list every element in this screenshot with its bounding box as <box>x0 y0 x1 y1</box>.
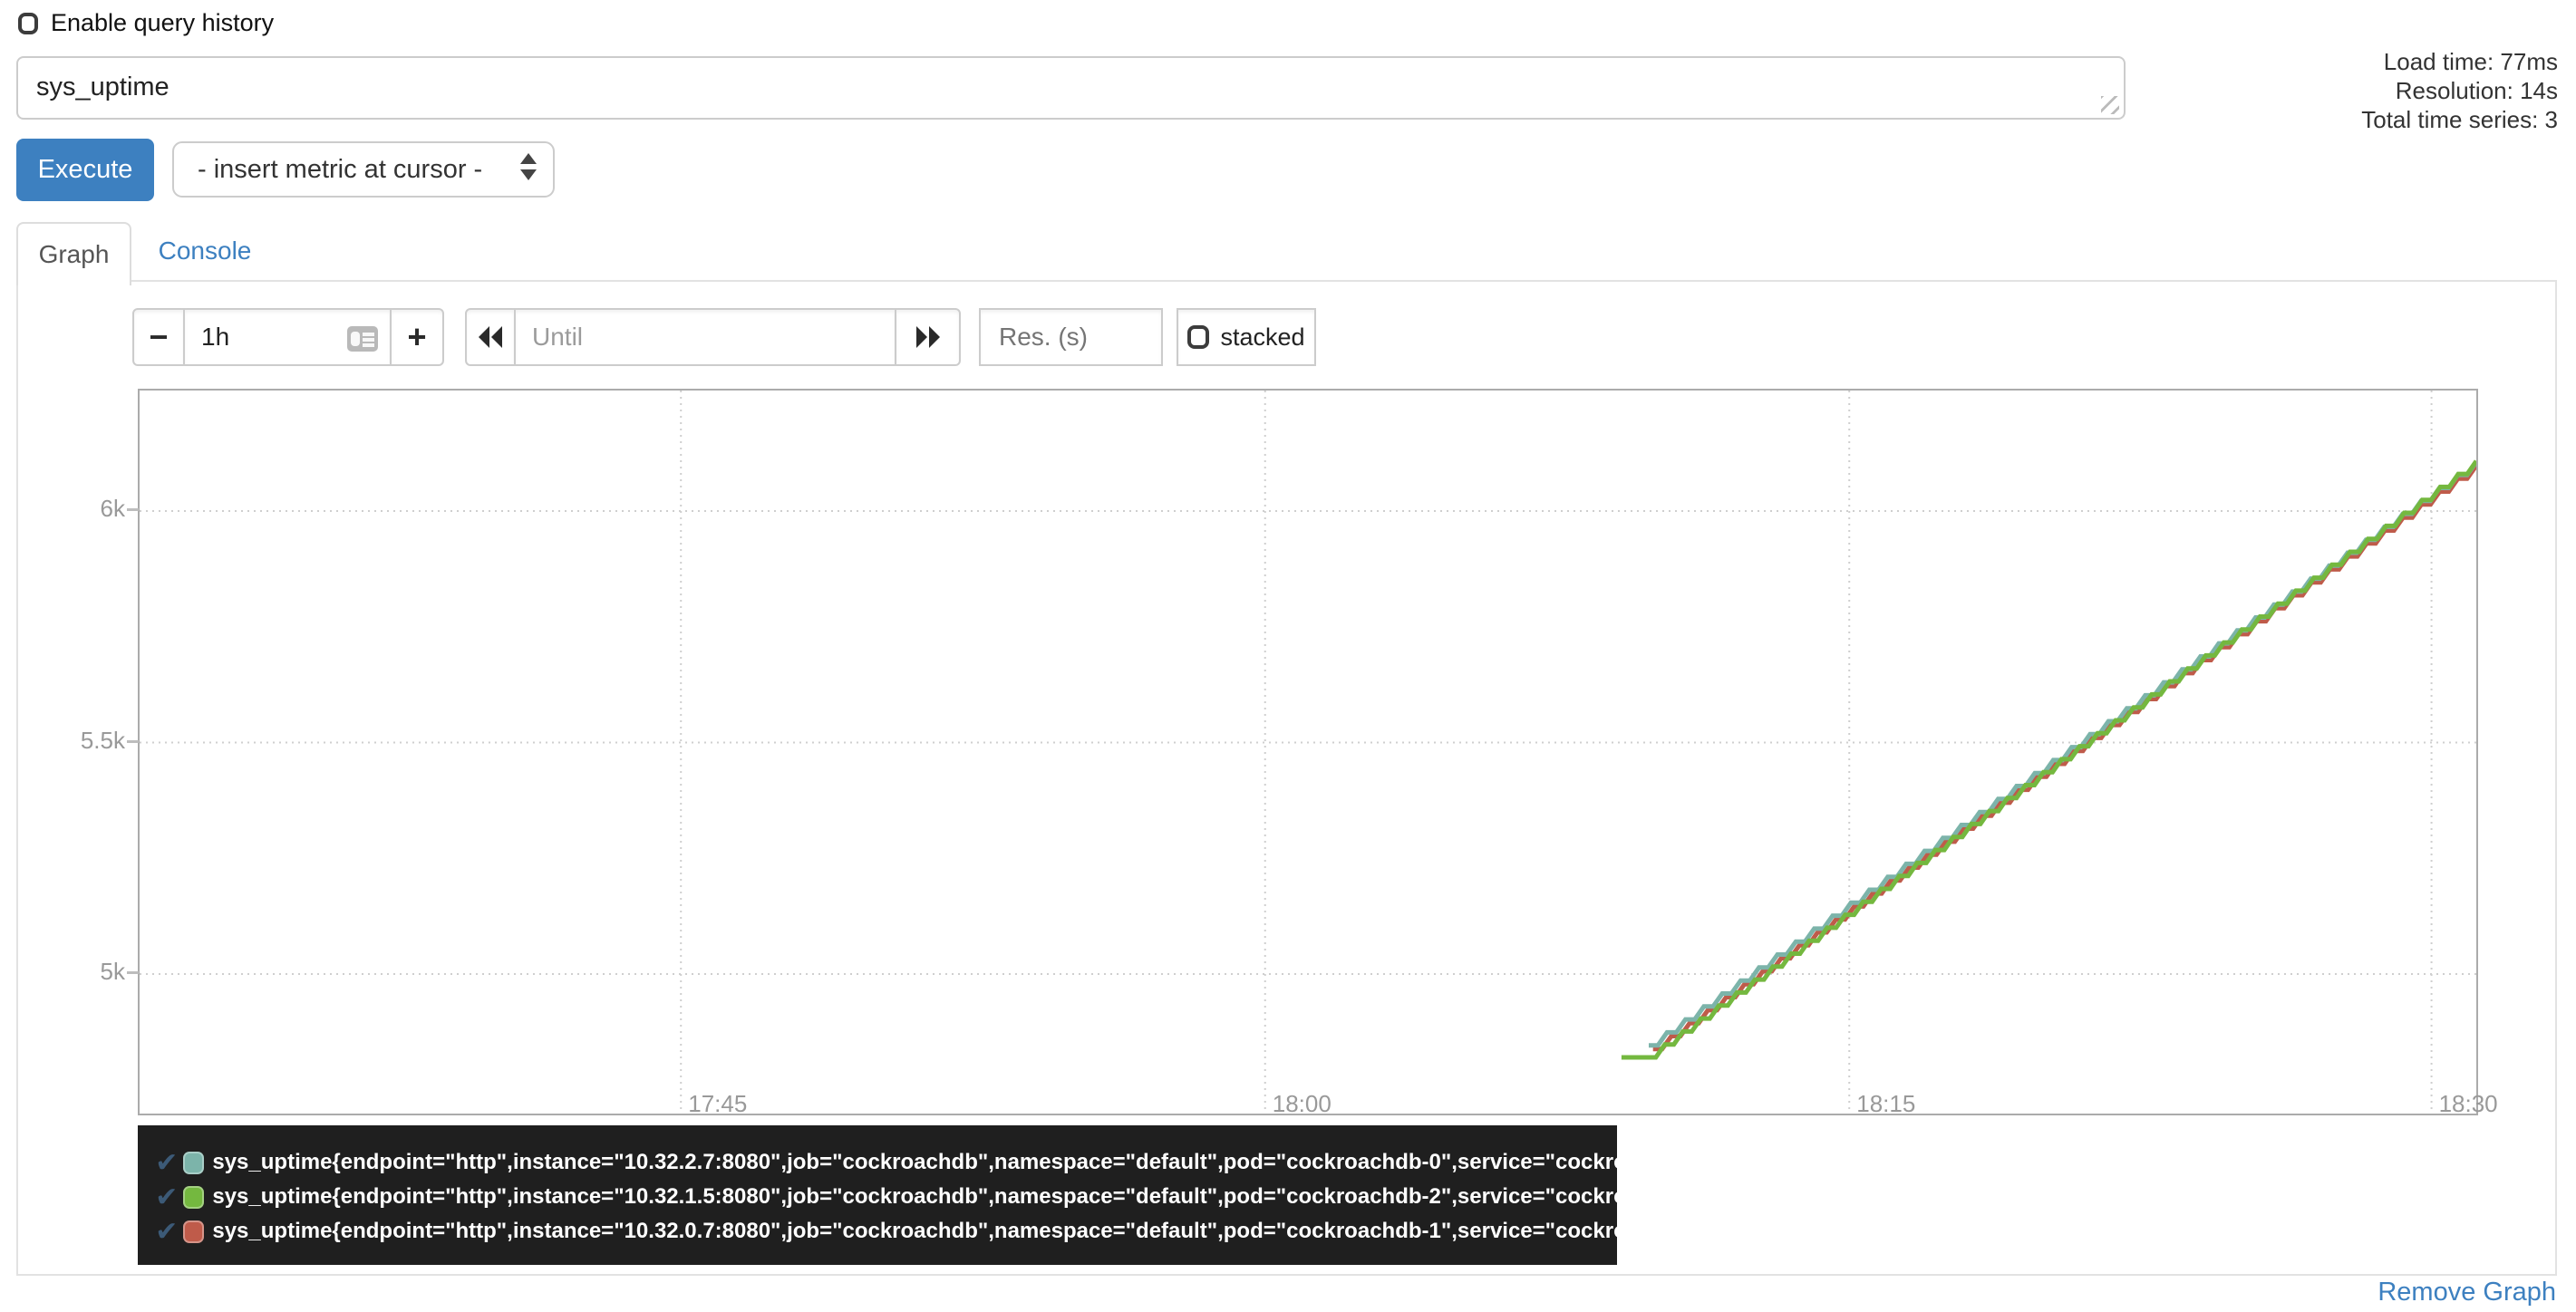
insert-metric-select-value: - insert metric at cursor - <box>198 154 483 184</box>
stacked-label: stacked <box>1220 323 1305 351</box>
legend-row[interactable]: ✔ sys_uptime{endpoint="http",instance="10… <box>150 1145 1617 1180</box>
total-time-series: Total time series: 3 <box>2361 106 2558 133</box>
tab-graph-label: Graph <box>38 240 110 268</box>
x-tick-label: 17:45 <box>688 1090 748 1117</box>
tab-graph[interactable]: Graph <box>16 222 131 285</box>
query-expression-input[interactable]: sys_uptime <box>16 56 2126 120</box>
x-tick-label: 18:15 <box>1856 1090 1916 1117</box>
legend-series-label[interactable]: sys_uptime{endpoint="http",instance="10.… <box>212 1184 1617 1209</box>
rewind-icon <box>479 326 502 348</box>
load-time: Load time: 77ms <box>2383 48 2558 75</box>
uptime-line-chart <box>140 391 2476 1114</box>
time-back-button[interactable] <box>465 308 516 366</box>
legend-color-swatch <box>182 1185 205 1209</box>
range-input-wrap <box>183 308 392 366</box>
legend-color-swatch <box>182 1151 205 1174</box>
time-forward-button[interactable] <box>895 308 961 366</box>
legend-check-icon[interactable]: ✔ <box>155 1182 179 1212</box>
until-input[interactable] <box>516 310 895 364</box>
plus-icon: + <box>407 318 427 355</box>
plot-area[interactable]: 17:45 18:00 18:15 18:30 <box>138 389 2498 1117</box>
x-tick-label: 18:30 <box>2438 1090 2498 1117</box>
series-line <box>1649 460 2476 1048</box>
legend-color-swatch <box>182 1220 205 1243</box>
insert-metric-select[interactable]: - insert metric at cursor - <box>172 141 555 198</box>
textarea-resize-grip[interactable] <box>2101 96 2119 114</box>
query-history-row: Enable query history <box>18 9 274 37</box>
range-zoom-out-button[interactable]: − <box>132 308 185 366</box>
range-zoom-in-button[interactable]: + <box>390 308 444 366</box>
legend-row[interactable]: ✔ sys_uptime{endpoint="http",instance="10… <box>150 1214 1617 1249</box>
y-tick-mark <box>127 739 139 743</box>
y-tick-label: 5k <box>100 958 125 985</box>
fast-forward-icon <box>915 326 940 348</box>
y-tick-mark <box>127 508 139 511</box>
legend-series-label[interactable]: sys_uptime{endpoint="http",instance="10.… <box>212 1219 1617 1243</box>
calendar-icon[interactable] <box>346 325 379 352</box>
series-line <box>1621 459 2476 1060</box>
stacked-toggle[interactable]: stacked <box>1177 308 1316 366</box>
legend-check-icon[interactable]: ✔ <box>155 1147 179 1178</box>
y-tick-label: 6k <box>100 495 125 522</box>
stacked-checkbox[interactable] <box>1187 325 1210 349</box>
graph-panel: − + <box>16 280 2557 1276</box>
tab-console[interactable]: Console <box>128 222 282 280</box>
legend-series-label[interactable]: sys_uptime{endpoint="http",instance="10.… <box>212 1150 1617 1174</box>
y-tick-mark <box>127 971 139 974</box>
tab-console-label: Console <box>158 236 252 265</box>
until-input-wrap <box>514 308 896 366</box>
query-history-checkbox[interactable] <box>18 12 38 34</box>
select-updown-icon <box>520 153 537 180</box>
x-tick-label: 18:00 <box>1272 1090 1332 1117</box>
remove-graph-link[interactable]: Remove Graph <box>2377 1278 2556 1307</box>
chart-legend: ✔ sys_uptime{endpoint="http",instance="10… <box>138 1125 1617 1265</box>
legend-row[interactable]: ✔ sys_uptime{endpoint="http",instance="10… <box>150 1180 1617 1214</box>
until-control-group <box>465 308 961 366</box>
resolution-input-wrap <box>979 308 1163 366</box>
minus-icon: − <box>149 318 169 355</box>
y-tick-label: 5.5k <box>80 726 125 754</box>
execute-button[interactable]: Execute <box>16 139 154 201</box>
legend-check-icon[interactable]: ✔ <box>155 1216 179 1247</box>
resolution-input[interactable] <box>981 310 1161 364</box>
query-stats: Load time: 77ms Resolution: 14s Total ti… <box>2361 47 2558 134</box>
range-control-group: − + <box>132 308 444 366</box>
resolution: Resolution: 14s <box>2395 77 2558 104</box>
query-history-label: Enable query history <box>51 9 275 36</box>
